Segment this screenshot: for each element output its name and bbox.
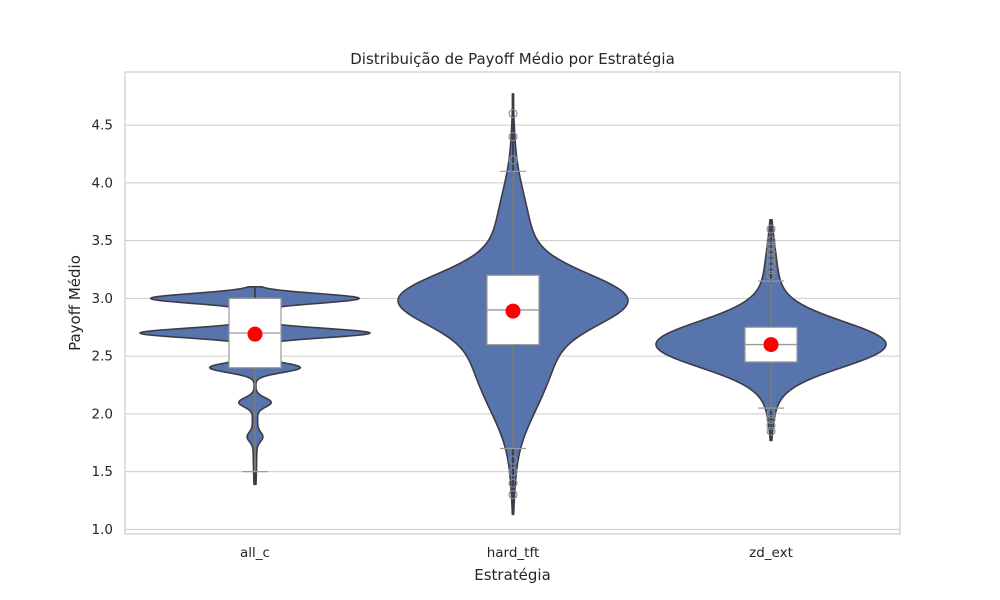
outlier-point [766, 241, 776, 251]
y-tick-label: 2.5 [92, 349, 113, 365]
y-tick-label: 1.5 [92, 464, 113, 480]
y-tick-labels: 1.0 1.5 2.0 2.5 3.0 3.5 4.0 4.5 [92, 118, 113, 538]
outlier-point [766, 236, 776, 246]
outlier-point [766, 426, 776, 436]
points [247, 109, 779, 500]
outlier-point [766, 270, 776, 280]
outlier-point [508, 455, 518, 465]
outlier-point [508, 467, 518, 477]
x-tick-label: zd_ext [749, 545, 793, 561]
outlier-point [766, 259, 776, 269]
outlier-point [766, 409, 776, 419]
plot-frame [124, 71, 901, 535]
outlier-point [508, 490, 518, 500]
outlier-point [508, 155, 518, 165]
outlier-point [766, 420, 776, 430]
outlier-point [508, 132, 518, 142]
x-axis-title: Estratégia [474, 566, 551, 584]
x-tick-labels: all_c hard_tft zd_ext [240, 545, 793, 561]
outlier-point [766, 247, 776, 257]
mean-marker [505, 303, 521, 319]
y-tick-label: 4.0 [92, 175, 113, 191]
mean-marker [763, 337, 779, 353]
outlier-point [766, 224, 776, 234]
y-axis-title: Payoff Médio [66, 255, 84, 351]
outlier-point [508, 109, 518, 119]
mean-marker [247, 326, 263, 342]
outlier-point [766, 264, 776, 275]
y-tick-label: 2.0 [92, 406, 113, 422]
x-tick-label: hard_tft [487, 545, 540, 561]
y-tick-label: 3.0 [92, 291, 113, 307]
outlier-point [508, 478, 518, 488]
x-tick-label: all_c [240, 545, 270, 561]
chart-title: Distribuição de Payoff Médio por Estraté… [350, 50, 675, 68]
y-tick-label: 3.5 [92, 233, 113, 249]
outlier-point [766, 415, 776, 425]
y-tick-label: 1.0 [92, 522, 113, 538]
outlier-point [766, 253, 776, 263]
y-tick-label: 4.5 [92, 118, 113, 134]
